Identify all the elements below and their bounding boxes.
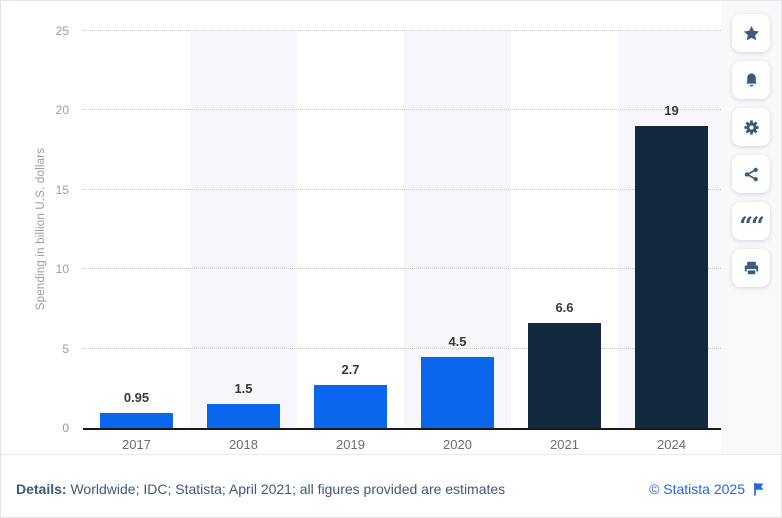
statista-copyright-link[interactable]: © Statista 2025 xyxy=(649,481,745,497)
bar-value-label: 0.95 xyxy=(123,389,150,405)
bar-value-label: 4.5 xyxy=(448,333,467,349)
gridline-10 xyxy=(83,268,725,270)
print-button[interactable] xyxy=(732,249,770,287)
gridline-20 xyxy=(83,109,725,111)
details-value: Worldwide; IDC; Statista; April 2021; al… xyxy=(66,481,506,497)
bell-icon xyxy=(742,71,761,90)
bar-value-label: 6.6 xyxy=(555,300,574,316)
bar-2017[interactable] xyxy=(100,412,173,428)
column-band-2018 xyxy=(190,31,297,428)
gridline-25 xyxy=(83,30,725,31)
bar-2018[interactable] xyxy=(207,404,280,428)
bar-2021[interactable] xyxy=(528,323,601,428)
y-tick-label: 0 xyxy=(62,421,69,435)
x-tick-label: 2021 xyxy=(550,437,579,452)
alerts-button[interactable] xyxy=(732,61,770,99)
star-icon xyxy=(742,24,761,43)
cite-button[interactable]: ““ xyxy=(732,202,770,240)
printer-icon xyxy=(742,259,761,278)
bar-2020[interactable] xyxy=(421,356,494,428)
settings-button[interactable] xyxy=(732,108,770,146)
copyright: © Statista 2025 xyxy=(649,481,765,497)
y-tick-label: 10 xyxy=(55,262,69,277)
y-tick-label: 5 xyxy=(62,341,69,356)
chart-region: Spending in billion U.S. dollars 0 5 10 15 2… xyxy=(1,1,725,454)
y-tick-label: 25 xyxy=(55,24,69,38)
footer: Details: Worldwide; IDC; Statista; April… xyxy=(1,454,781,517)
bar-value-label: 2.7 xyxy=(341,362,360,378)
share-icon xyxy=(742,165,761,184)
bar-2019[interactable] xyxy=(314,385,387,428)
x-tick-label: 2020 xyxy=(443,437,472,452)
share-button[interactable] xyxy=(732,155,770,193)
y-tick-label: 15 xyxy=(55,182,69,197)
y-axis-title: Spending in billion U.S. dollars xyxy=(35,147,47,311)
x-tick-label: 2024 xyxy=(657,437,686,452)
details-label: Details: xyxy=(16,481,67,497)
bar-value-label: 19 xyxy=(664,103,679,119)
report-flag-icon[interactable] xyxy=(753,482,765,496)
plot-area: 0 5 10 15 20 25 0.95 2017 1.5 2018 2.7 2019 4.5 2020 6… xyxy=(56,24,725,452)
x-tick-label: 2017 xyxy=(122,437,151,452)
gridline-5 xyxy=(83,347,725,349)
chart-toolbar: ““ xyxy=(721,1,781,454)
gear-icon xyxy=(742,118,761,137)
y-tick-label: 20 xyxy=(55,103,69,118)
bar-2024[interactable] xyxy=(635,126,708,428)
gridline-15 xyxy=(83,188,725,190)
details-text: Details: Worldwide; IDC; Statista; April… xyxy=(16,481,505,497)
bar-value-label: 1.5 xyxy=(234,381,253,397)
x-tick-label: 2019 xyxy=(336,437,365,452)
x-tick-label: 2018 xyxy=(229,437,258,452)
quote-icon: ““ xyxy=(739,211,765,240)
favorite-button[interactable] xyxy=(732,14,770,52)
